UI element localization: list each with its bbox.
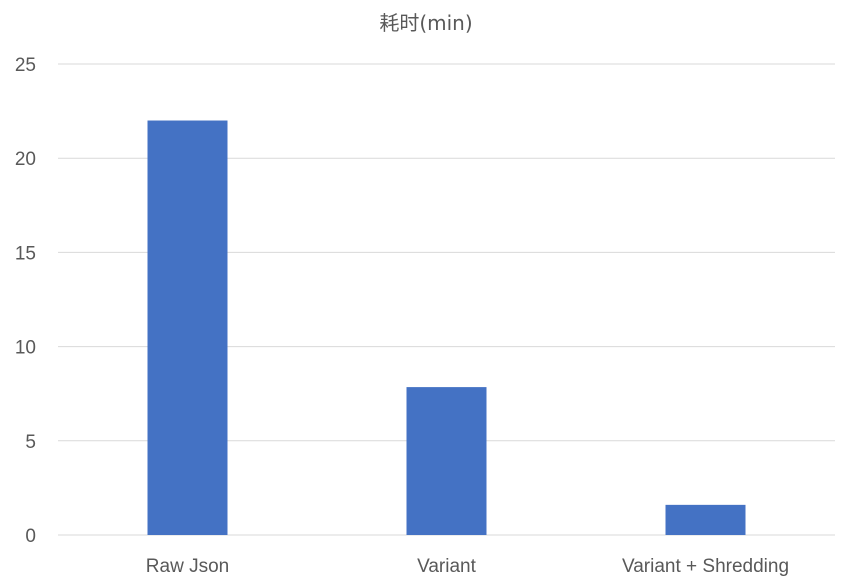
y-tick-label: 10	[15, 338, 36, 359]
x-category-label: Variant	[417, 556, 477, 577]
y-tick-label: 0	[25, 526, 36, 547]
y-axis-tick-labels: 0 5 10 15 20 25	[15, 55, 36, 547]
x-axis-category-labels: Raw Json Variant Variant + Shredding	[146, 556, 789, 577]
y-tick-label: 15	[15, 243, 36, 264]
chart-title: 耗时(min)	[379, 11, 472, 35]
bars	[147, 120, 746, 536]
x-category-label: Raw Json	[146, 556, 229, 577]
bar-variant-shredding	[665, 504, 746, 535]
x-category-label: Variant + Shredding	[622, 556, 789, 577]
y-tick-label: 20	[15, 149, 36, 170]
y-tick-label: 25	[15, 55, 36, 76]
bar-variant	[406, 387, 487, 535]
y-tick-label: 5	[25, 432, 36, 453]
bar-raw-json	[147, 120, 228, 536]
